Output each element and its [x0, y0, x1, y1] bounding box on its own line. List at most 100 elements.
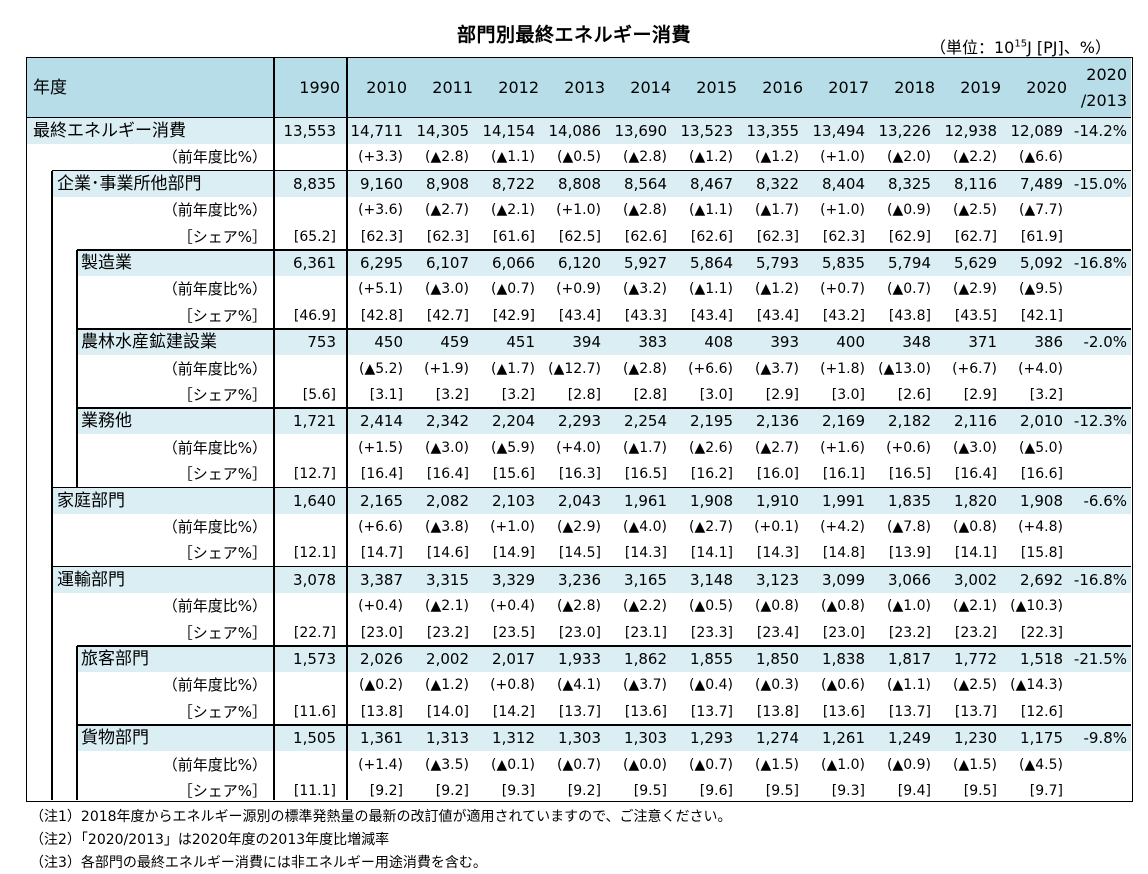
value-cell: 1,573: [293, 650, 336, 668]
yoy-cell: (▲0.7): [887, 281, 931, 298]
change-cell: -2.0%: [1083, 333, 1127, 352]
share-cell: [14.1]: [954, 545, 997, 562]
yoy-cell: (+4.8): [1018, 519, 1063, 535]
value-cell: 6,107: [426, 254, 469, 272]
table-row-yoy: （前年度比%） (+6.6) (▲3.8) (+1.0) (▲2.9) (▲4.0) (▲2…: [27, 514, 1131, 540]
row-label: 運輸部門: [57, 569, 125, 590]
yoy-cell: (▲0.0): [623, 756, 667, 773]
yoy-cell: (▲1.1): [689, 281, 733, 298]
value-cell: 3,066: [888, 570, 931, 589]
table-row-yoy: （前年度比%） (+3.6) (▲2.7) (▲2.1) (+1.0) (▲2.8) (▲1…: [27, 197, 1131, 223]
share-cell: [23.1]: [624, 624, 667, 641]
value-cell: 2,010: [1020, 412, 1063, 431]
yoy-cell: (+0.8): [490, 677, 535, 694]
header-year-label: 年度: [33, 78, 67, 98]
value-cell: 12,089: [1010, 122, 1064, 140]
yoy-cell: (▲5.2): [359, 360, 403, 377]
value-cell: 14,154: [482, 122, 536, 140]
yoy-cell: (+4.0): [1018, 360, 1063, 377]
value-cell: 3,078: [293, 570, 336, 589]
value-cell: 1,961: [624, 491, 667, 510]
energy-table: 年度 1990 2010 2011 2012 2013 2014 2015 2016 2017 2…: [26, 57, 1133, 802]
yoy-cell: (▲0.2): [359, 677, 403, 694]
share-cell: [43.4]: [558, 307, 601, 324]
table-row: 旅客部門 1,573 2,026 2,002 2,017 1,933 1,862 1,855 1…: [27, 646, 1131, 672]
share-cell: [2.9]: [765, 387, 799, 403]
yoy-cell: (▲3.0): [953, 439, 997, 456]
value-cell: 2,414: [360, 412, 403, 431]
share-cell: [16.0]: [756, 466, 799, 483]
yoy-cell: (▲3.8): [425, 519, 469, 535]
share-cell: [16.6]: [1020, 466, 1063, 483]
value-cell: 3,002: [954, 570, 997, 589]
share-cell: [22.7]: [293, 624, 336, 641]
share-cell: [16.4]: [360, 466, 403, 483]
row-separator: [52, 565, 1131, 568]
share-cell: [9.7]: [1029, 783, 1063, 799]
value-cell: 2,136: [756, 412, 799, 431]
share-cell: [12.6]: [1020, 703, 1063, 720]
share-cell: [13.7]: [954, 703, 997, 720]
value-cell: 5,092: [1020, 254, 1063, 272]
value-cell: 383: [638, 333, 667, 352]
share-cell: [43.5]: [954, 307, 997, 324]
share-cell: [2.6]: [897, 387, 931, 403]
row-highlight: [77, 725, 1131, 752]
row-label: 貨物部門: [81, 728, 149, 749]
table-row-share: ［シェア%］ [12.1] [14.7] [14.6] [14.9] [14.5] [14.…: [27, 540, 1131, 566]
row-separator: [77, 645, 1131, 647]
yoy-cell: (▲3.7): [755, 360, 799, 377]
yoy-cell: (▲0.7): [557, 756, 601, 773]
table-row: 業務他 1,721 2,414 2,342 2,204 2,293 2,254 2,195 2,…: [27, 408, 1131, 435]
table-row-yoy: （前年度比%） (+0.4) (▲2.1) (+0.4) (▲2.8) (▲2.2) (▲0…: [27, 593, 1131, 619]
yoy-cell: (▲1.1): [887, 677, 931, 694]
value-cell: 12,938: [944, 122, 998, 140]
change-cell: -16.8%: [1073, 254, 1127, 272]
share-cell: [62.6]: [690, 228, 733, 245]
value-cell: 2,204: [492, 412, 535, 431]
value-cell: 13,355: [746, 122, 800, 140]
yoy-cell: (▲14.3): [1010, 677, 1063, 694]
share-cell: [15.8]: [1020, 545, 1063, 562]
share-cell: [9.3]: [501, 783, 535, 799]
share-cell: [9.6]: [699, 783, 733, 799]
yoy-cell: (+3.6): [358, 202, 403, 219]
share-cell: [9.3]: [831, 783, 865, 799]
value-cell: 5,793: [756, 254, 799, 272]
share-cell: [16.4]: [426, 466, 469, 483]
value-cell: 8,564: [624, 174, 667, 193]
share-cell: [2.8]: [633, 387, 667, 403]
yoy-cell: (▲4.0): [623, 519, 667, 535]
yoy-cell: (+1.9): [424, 360, 469, 377]
header-year-1990: 1990: [299, 78, 340, 97]
table-row: 製造業 6,361 6,295 6,107 6,066 6,120 5,927 5,864 5,…: [27, 250, 1131, 276]
value-cell: 6,361: [293, 254, 336, 272]
yoy-cell: (▲2.7): [755, 439, 799, 456]
yoy-label: （前年度比%）: [162, 438, 267, 457]
yoy-cell: (▲1.0): [821, 756, 865, 773]
table-row-yoy: （前年度比%） (+5.1) (▲3.0) (▲0.7) (+0.9) (▲3.2) (▲1…: [27, 276, 1131, 302]
yoy-cell: (▲1.7): [491, 360, 535, 377]
value-cell: 400: [836, 333, 865, 352]
yoy-cell: (▲0.5): [689, 598, 733, 615]
share-cell: [14.7]: [360, 545, 403, 562]
value-cell: 408: [704, 333, 733, 352]
share-cell: [11.1]: [293, 783, 336, 799]
value-cell: 1,855: [690, 650, 733, 668]
yoy-cell: [270, 514, 336, 540]
value-cell: 2,342: [426, 412, 469, 431]
share-cell: [9.2]: [567, 783, 601, 799]
yoy-cell: (▲12.7): [548, 360, 601, 377]
value-cell: 2,692: [1020, 570, 1063, 589]
header-year-2010: 2010: [366, 78, 407, 97]
yoy-cell: (▲0.4): [689, 677, 733, 694]
value-cell: 386: [1034, 333, 1063, 352]
share-cell: [62.3]: [426, 228, 469, 245]
row-separator: [52, 169, 1131, 172]
share-cell: [13.6]: [822, 703, 865, 720]
row-highlight: [77, 250, 1131, 276]
yoy-label: （前年度比%）: [162, 755, 267, 774]
yoy-cell: (▲0.8): [821, 598, 865, 615]
yoy-cell: (+1.0): [820, 149, 865, 166]
value-cell: 459: [440, 333, 469, 352]
